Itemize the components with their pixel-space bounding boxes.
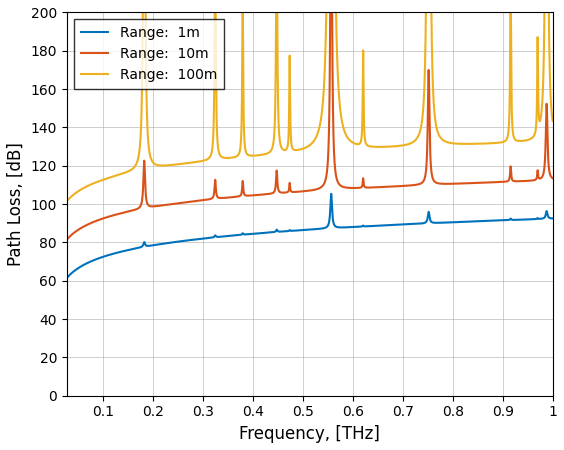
- Range:  1m: (0.028, 61.4): 1m: (0.028, 61.4): [63, 275, 70, 281]
- Range:  10m: (0.0324, 82.7): 10m: (0.0324, 82.7): [65, 234, 72, 240]
- Range:  10m: (0.028, 81.4): 10m: (0.028, 81.4): [63, 237, 70, 243]
- Range:  100m: (1, 143): 100m: (1, 143): [549, 118, 556, 124]
- Range:  1m: (0.0861, 71.1): 1m: (0.0861, 71.1): [92, 256, 99, 262]
- Range:  1m: (0.503, 86.5): 1m: (0.503, 86.5): [301, 227, 307, 233]
- X-axis label: Frequency, [THz]: Frequency, [THz]: [239, 425, 380, 443]
- Range:  100m: (0.219, 120): 100m: (0.219, 120): [158, 163, 165, 168]
- Range:  10m: (0.0861, 91.2): 10m: (0.0861, 91.2): [92, 218, 99, 224]
- Range:  100m: (0.028, 101): 100m: (0.028, 101): [63, 198, 70, 204]
- Range:  1m: (0.0324, 62.6): 1m: (0.0324, 62.6): [65, 273, 72, 279]
- Line: Range:  10m: Range: 10m: [67, 0, 553, 240]
- Range:  100m: (0.503, 129): 100m: (0.503, 129): [301, 145, 308, 151]
- Range:  1m: (0.949, 92): 1m: (0.949, 92): [523, 217, 530, 222]
- Legend: Range:  1m, Range:  10m, Range:  100m: Range: 1m, Range: 10m, Range: 100m: [74, 19, 224, 89]
- Range:  1m: (0.219, 79.2): 1m: (0.219, 79.2): [158, 241, 165, 247]
- Range:  100m: (0.0682, 109): 100m: (0.0682, 109): [83, 184, 90, 189]
- Range:  10m: (0.0682, 89.1): 10m: (0.0682, 89.1): [83, 222, 90, 228]
- Range:  100m: (0.0861, 111): 100m: (0.0861, 111): [92, 180, 99, 185]
- Range:  10m: (1, 114): 10m: (1, 114): [549, 176, 556, 181]
- Range:  100m: (0.949, 133): 100m: (0.949, 133): [523, 138, 530, 143]
- Range:  10m: (0.949, 112): 10m: (0.949, 112): [523, 178, 530, 184]
- Range:  1m: (0.0682, 69.1): 1m: (0.0682, 69.1): [83, 261, 90, 266]
- Range:  1m: (0.557, 105): 1m: (0.557, 105): [328, 191, 334, 197]
- Range:  10m: (0.503, 107): 10m: (0.503, 107): [301, 189, 307, 194]
- Range:  10m: (0.219, 99.3): 10m: (0.219, 99.3): [158, 202, 165, 208]
- Line: Range:  1m: Range: 1m: [67, 194, 553, 278]
- Line: Range:  100m: Range: 100m: [67, 0, 553, 201]
- Range:  100m: (0.0324, 103): 100m: (0.0324, 103): [65, 196, 72, 202]
- Range:  1m: (1, 92.6): 1m: (1, 92.6): [549, 216, 556, 221]
- Y-axis label: Path Loss, [dB]: Path Loss, [dB]: [7, 142, 25, 266]
